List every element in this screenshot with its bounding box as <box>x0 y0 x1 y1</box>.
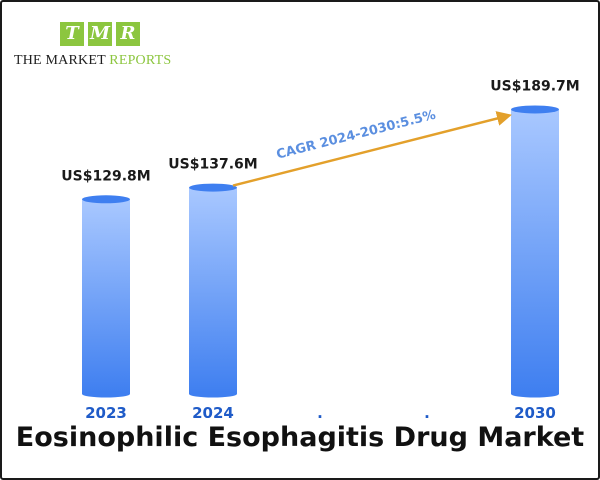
logo: T M R THE MARKET REPORTS <box>14 22 189 72</box>
bar-cap-2030 <box>511 105 559 114</box>
cagr-arrow <box>232 111 512 187</box>
logo-letter-t: T <box>60 22 84 46</box>
category-label-3: . <box>424 404 430 422</box>
chart-title: Eosinophilic Esophagitis Drug Market <box>15 422 585 453</box>
value-label-2024: US$137.6M <box>168 157 257 173</box>
bar-base-2024 <box>189 390 237 398</box>
bar-2024 <box>189 187 237 394</box>
logo-name-part1: THE MARKET <box>14 53 110 68</box>
logo-letters: T M R <box>60 22 140 46</box>
logo-name-part2: REPORTS <box>109 53 172 68</box>
bar-base-2023 <box>82 390 130 398</box>
category-label-4: 2030 <box>514 404 556 422</box>
category-label-2: . <box>317 404 323 422</box>
value-label-2030: US$189.7M <box>490 78 579 94</box>
bar-cap-2023 <box>82 195 130 204</box>
category-label-0: 2023 <box>85 404 127 422</box>
bar-base-2030 <box>511 390 559 398</box>
bar-2023 <box>82 199 130 394</box>
logo-company-name: THE MARKET REPORTS <box>14 53 171 69</box>
bar-cap-2024 <box>189 183 237 192</box>
logo-letter-r: R <box>116 22 140 46</box>
bars-group: US$129.8M 2023 US$137.6M 2024. . US$189.7M 203… <box>61 78 579 422</box>
value-label-2023: US$129.8M <box>61 168 150 184</box>
bar-2030 <box>511 109 559 394</box>
logo-letter-m: M <box>88 22 112 46</box>
category-label-1: 2024 <box>192 404 234 422</box>
annotation-group: CAGR 2024-2030:5.5% <box>232 108 512 187</box>
